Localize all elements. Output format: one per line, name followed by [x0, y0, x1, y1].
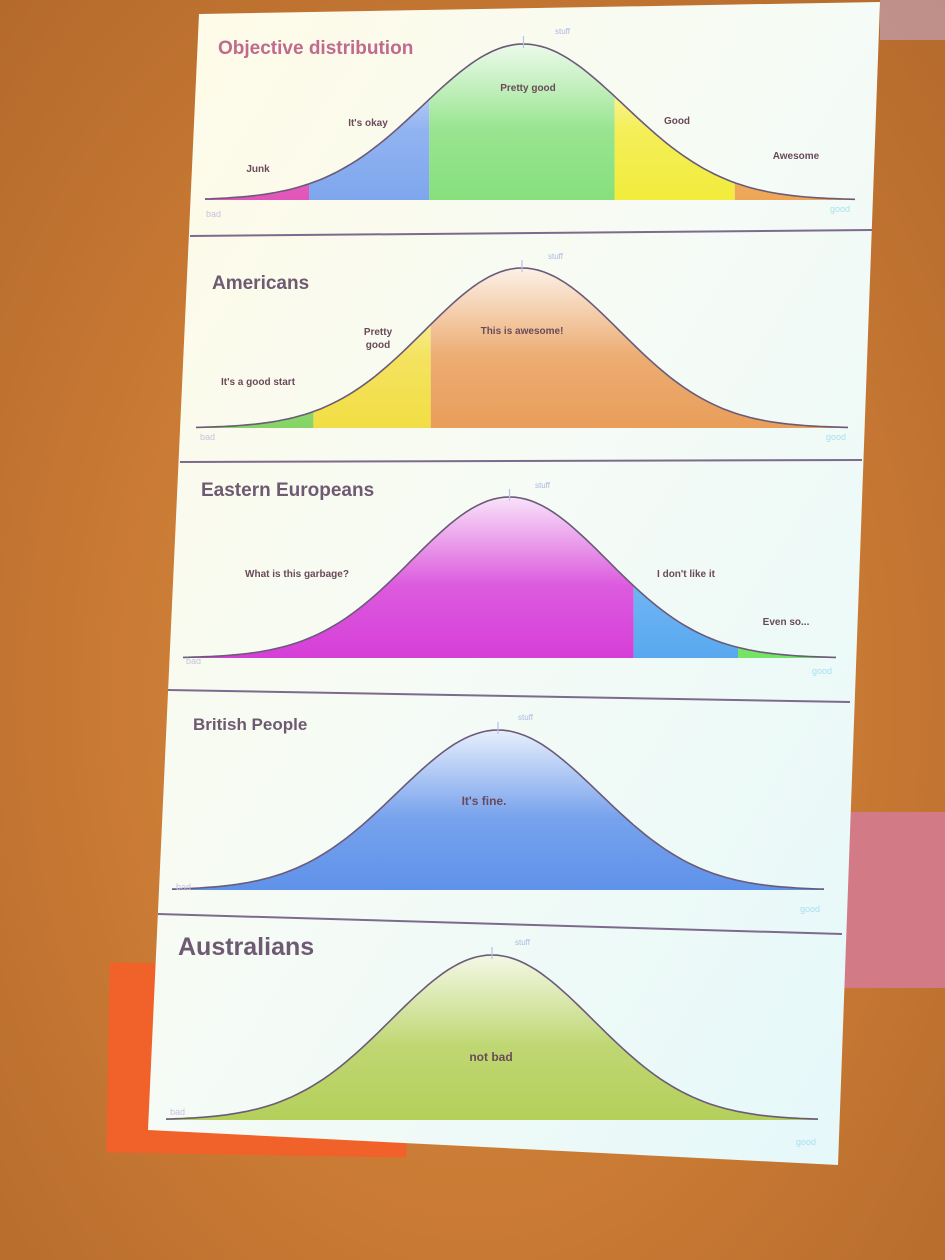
segment-label-what-is-this-garbage: What is this garbage? [245, 569, 349, 580]
panel-americans: Americans stuff bad good It's a good start Pr… [179, 252, 863, 463]
panel-british-people: British People stuff bad good It's fine. [157, 713, 843, 935]
curve-highlight [166, 955, 818, 1120]
peak-label: stuff [515, 938, 531, 947]
peak-label: stuff [548, 252, 564, 261]
panel-divider [189, 229, 873, 237]
x-start-label: bad [170, 1107, 185, 1117]
segment-label-pretty-good: Pretty good [500, 83, 556, 94]
chart-title: Eastern Europeans [201, 480, 374, 501]
curve-highlight [205, 44, 855, 200]
segment-label-i-don-t-like-it: I don't like it [657, 569, 716, 580]
segment-label-it-s-okay: It's okay [348, 118, 388, 129]
peak-label: stuff [555, 27, 571, 36]
panel-divider [179, 459, 863, 463]
chart-title: Australians [178, 933, 314, 961]
segment-label-pretty-good: Pretty good [364, 327, 393, 351]
curve-highlight [183, 497, 836, 658]
x-start-label: bad [176, 882, 191, 892]
segment-label-even-so: Even so... [763, 617, 810, 628]
panel-eastern-europeans: Eastern Europeans stuff bad good What is thi… [167, 480, 851, 703]
x-start-label: bad [186, 656, 201, 666]
chart-title: Americans [212, 273, 309, 294]
pink-paper-sheet [842, 812, 945, 988]
peak-label: stuff [518, 713, 534, 722]
segment-label-this-is-awesome: This is awesome! [481, 326, 564, 337]
x-end-label: good [800, 904, 820, 914]
panel-divider [167, 689, 851, 703]
curve-highlight [196, 268, 848, 428]
x-end-label: good [796, 1137, 816, 1147]
segment-label-awesome: Awesome [773, 151, 820, 162]
panel-objective-distribution: Objective distribution stuff bad good Junk It… [189, 27, 873, 237]
segment-label-good: Good [664, 116, 690, 127]
x-start-label: bad [206, 209, 221, 219]
x-end-label: good [812, 666, 832, 676]
curve-highlight [172, 730, 824, 890]
peak-label: stuff [535, 481, 551, 490]
x-end-label: good [826, 432, 846, 442]
curve-outline [204, 43, 856, 201]
segment-label-it-s-a-good-start: It's a good start [221, 377, 296, 388]
segment-label-it-s-fine: It's fine. [462, 794, 507, 808]
panel-divider [157, 913, 843, 935]
x-start-label: bad [200, 432, 215, 442]
chart-title: British People [193, 715, 307, 734]
segment-label-junk: Junk [246, 164, 270, 175]
x-end-label: good [830, 204, 850, 214]
panel-australians: Australians stuff bad good not bad [165, 933, 819, 1147]
segment-label-not-bad: not bad [469, 1050, 512, 1064]
background-tint [880, 0, 945, 40]
chart-title: Objective distribution [218, 38, 413, 59]
